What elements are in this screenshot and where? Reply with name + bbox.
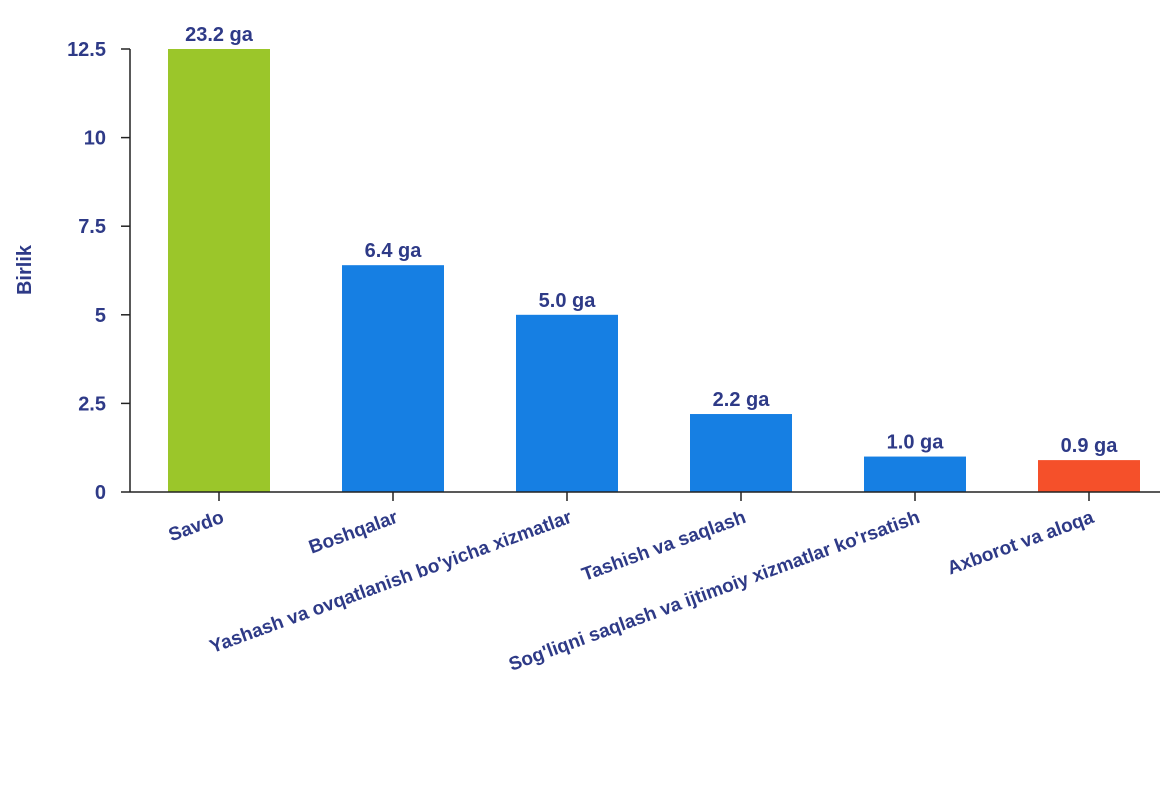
data-label: 2.2 ga [713,389,771,411]
y-tick-label: 10 [84,128,106,150]
x-tick-label: Tashish va saqlash [579,507,749,586]
bar [1038,460,1140,492]
y-axis: 0 2.5 5 7.5 10 12.5 [67,39,131,504]
data-label: 0.9 ga [1061,435,1119,457]
y-tick-label: 2.5 [78,393,106,415]
data-label: 23.2 ga [185,24,254,46]
y-tick-label: 5 [95,305,106,327]
bar [342,265,444,492]
x-tick-label: Boshqalar [306,507,401,559]
y-tick-label: 0 [95,482,106,504]
x-tick-label: Axborot va aloqa [945,507,1097,580]
data-label: 1.0 ga [887,432,945,454]
bar [690,414,792,492]
y-axis-label: Birlik [14,244,36,295]
x-tick-label: Savdo [166,507,227,546]
data-labels: 23.2 ga 6.4 ga 5.0 ga 2.2 ga 1.0 ga 0.9 ga [185,24,1118,457]
data-label: 5.0 ga [539,290,597,312]
bar [516,314,618,492]
data-label: 6.4 ga [365,240,423,262]
bars [168,49,1140,492]
y-tick-label: 12.5 [67,39,106,61]
bar [168,49,270,492]
bar [864,456,966,492]
y-tick-label: 7.5 [78,216,106,238]
